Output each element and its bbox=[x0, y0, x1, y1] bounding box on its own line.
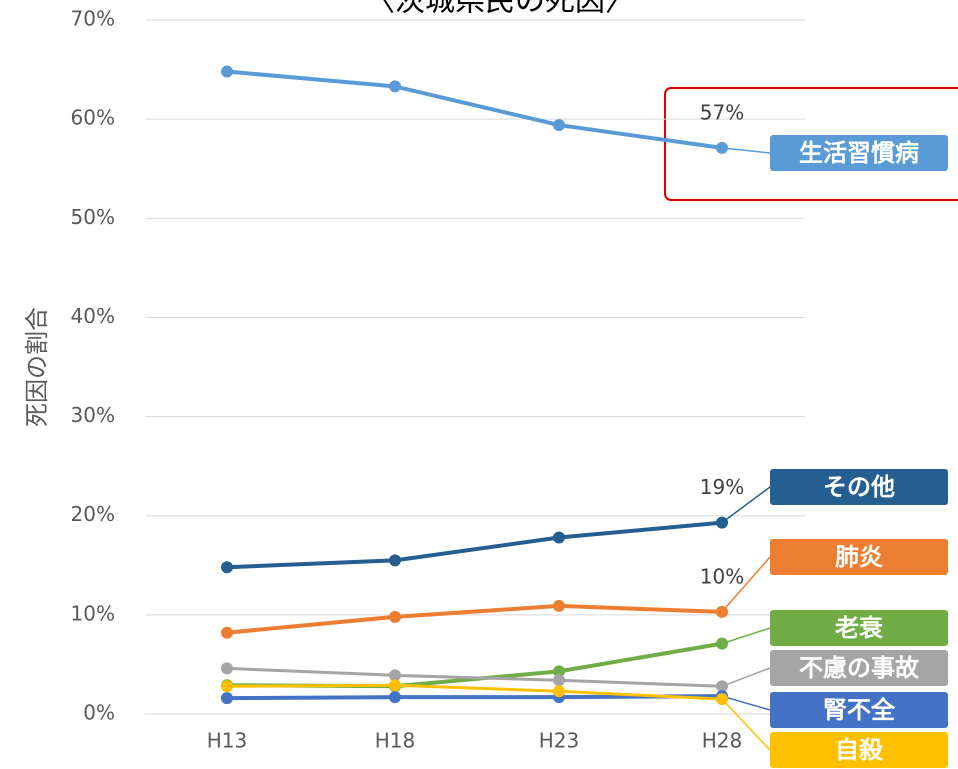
series-label-box bbox=[770, 732, 948, 768]
data-point bbox=[389, 554, 401, 567]
data-label: 57% bbox=[700, 100, 744, 124]
series-label: 自殺 bbox=[835, 736, 884, 764]
x-tick-label: H23 bbox=[539, 729, 580, 753]
leader-line bbox=[721, 627, 771, 645]
series-label-box bbox=[770, 650, 948, 686]
series-label: 老衰 bbox=[835, 614, 884, 642]
series-label: 不慮の事故 bbox=[799, 654, 920, 682]
series-label: 生活習慣病 bbox=[799, 139, 919, 167]
series-line bbox=[226, 641, 723, 689]
data-point bbox=[553, 665, 565, 678]
data-label: 10% bbox=[700, 564, 744, 588]
series-label-box bbox=[770, 692, 948, 728]
series-label: その他 bbox=[823, 473, 895, 501]
data-point bbox=[389, 669, 401, 682]
series-line bbox=[226, 603, 723, 635]
data-point bbox=[553, 531, 565, 544]
data-point bbox=[389, 610, 401, 623]
series-label-box bbox=[770, 135, 948, 171]
leader-line bbox=[721, 556, 771, 613]
data-point bbox=[221, 561, 233, 574]
y-axis-label: 死因の割合 bbox=[23, 307, 51, 427]
data-point bbox=[553, 599, 565, 612]
data-point bbox=[221, 662, 233, 675]
x-tick-label: H28 bbox=[702, 729, 743, 753]
data-point bbox=[389, 679, 401, 692]
chart-title: 〈茨城県民の死因〉 bbox=[365, 0, 635, 19]
y-tick-label: 20% bbox=[71, 502, 115, 526]
data-point bbox=[553, 685, 565, 698]
leader-line bbox=[721, 695, 771, 711]
series-line bbox=[226, 69, 723, 150]
data-point bbox=[389, 80, 401, 93]
leader-line bbox=[721, 667, 771, 687]
y-tick-label: 0% bbox=[83, 701, 115, 725]
series-label-box bbox=[770, 539, 948, 575]
series-label-box bbox=[770, 610, 948, 646]
data-point bbox=[221, 692, 233, 705]
data-point bbox=[221, 680, 233, 693]
data-point bbox=[221, 626, 233, 639]
series-label: 肺炎 bbox=[835, 543, 883, 571]
data-point bbox=[553, 119, 565, 132]
data-point bbox=[221, 65, 233, 78]
data-point bbox=[389, 691, 401, 704]
highlight-box bbox=[664, 87, 958, 201]
leader-line bbox=[721, 486, 771, 524]
y-tick-label: 40% bbox=[71, 304, 115, 328]
series-line bbox=[226, 520, 723, 570]
data-label: 19% bbox=[700, 475, 744, 499]
series-label-box bbox=[770, 469, 948, 505]
x-tick-label: H13 bbox=[207, 729, 248, 753]
series-line bbox=[226, 683, 723, 701]
data-point bbox=[553, 674, 565, 687]
leader-line bbox=[721, 698, 771, 751]
x-tick-label: H18 bbox=[375, 729, 416, 753]
series-line bbox=[226, 666, 723, 688]
y-tick-label: 30% bbox=[71, 403, 115, 427]
y-tick-label: 70% bbox=[71, 7, 115, 31]
series-label: 腎不全 bbox=[823, 696, 896, 724]
y-tick-label: 50% bbox=[71, 205, 115, 229]
y-tick-label: 10% bbox=[71, 601, 115, 625]
y-tick-label: 60% bbox=[71, 106, 115, 130]
leader-line bbox=[721, 147, 771, 154]
